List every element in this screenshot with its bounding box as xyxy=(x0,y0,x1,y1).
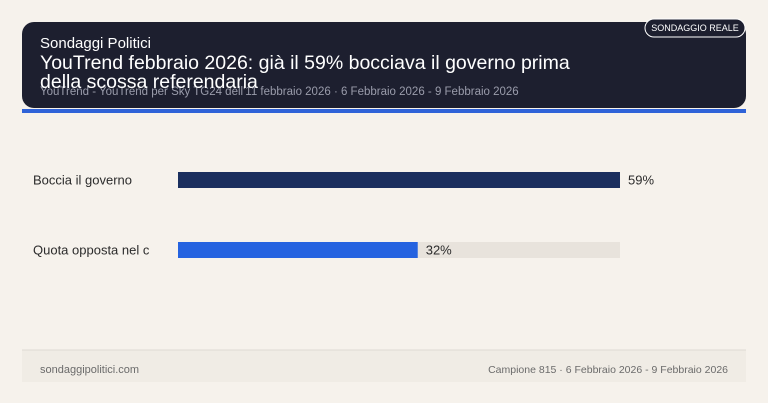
footer xyxy=(22,350,746,382)
value-label: 32% xyxy=(426,242,452,257)
subtitle: YouTrend - YouTrend per Sky TG24 dell'11… xyxy=(40,86,519,98)
title-line: della scossa referendaria xyxy=(40,71,258,93)
value-label: 59% xyxy=(628,172,654,187)
footer-info: Campione 815 · 6 Febbraio 2026 - 9 Febbr… xyxy=(488,364,728,376)
bar-chart: Boccia il governo 59% Quota opposta nel c 3… xyxy=(33,172,654,258)
footer-site: sondaggipolitici.com xyxy=(40,364,139,376)
header-accent xyxy=(22,109,746,113)
site-name: Sondaggi Politici xyxy=(40,35,151,52)
badge xyxy=(644,18,746,38)
bar xyxy=(178,172,620,188)
header-box xyxy=(22,22,746,108)
category-label: Quota opposta nel c xyxy=(33,242,150,257)
title-line: YouTrend febbraio 2026: già il 59% bocci… xyxy=(40,52,570,74)
bar xyxy=(178,242,418,258)
category-label: Boccia il governo xyxy=(33,172,132,187)
badge-text: SONDAGGIO REALE xyxy=(651,23,739,33)
